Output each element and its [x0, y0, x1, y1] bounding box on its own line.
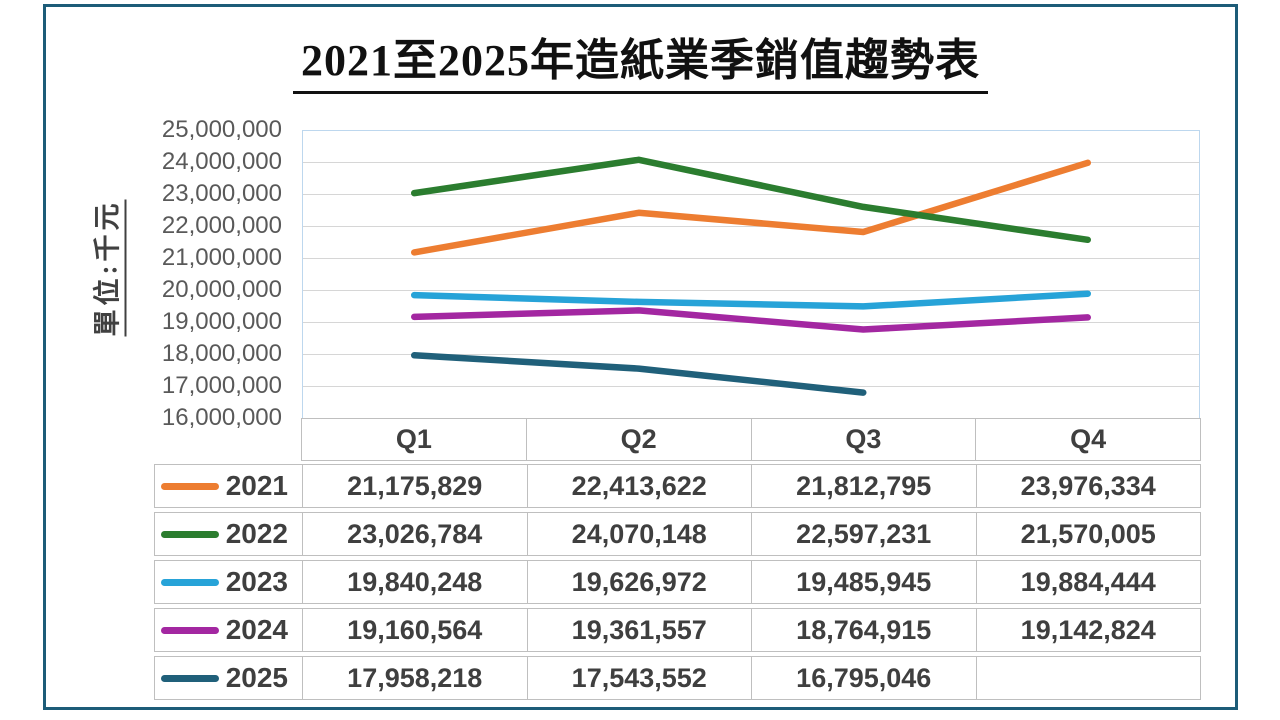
- y-tick-label: 17,000,000: [161, 372, 282, 399]
- table-row-2025: 2025 17,958,218 17,543,552 16,795,046: [154, 656, 1201, 700]
- legend-year-label: 2023: [225, 566, 288, 597]
- legend-key-2022: 2022: [155, 513, 302, 555]
- legend-line-swatch-2022: [160, 530, 219, 538]
- value-cell-2024-Q2: 19,361,557: [526, 609, 752, 651]
- series-line-2022: [411, 156, 1091, 244]
- value-cell-2023-Q4: 19,884,444: [975, 561, 1201, 603]
- value-cell-2023-Q3: 19,485,945: [751, 561, 976, 603]
- value-cell-2025-Q2: 17,543,552: [526, 657, 752, 699]
- series-line-2023: [411, 290, 1091, 310]
- legend-year-label: 2021: [225, 470, 288, 501]
- value-cell-2024-Q3: 18,764,915: [751, 609, 976, 651]
- value-cell-2021-Q3: 21,812,795: [751, 465, 976, 507]
- table-header-row: Q1 Q2 Q3 Q4: [301, 418, 1201, 461]
- value-cell-2021-Q1: 21,175,829: [302, 465, 527, 507]
- legend-year-label: 2024: [225, 614, 288, 645]
- value-cell-2024-Q4: 19,142,824: [975, 609, 1201, 651]
- table-row-2023: 2023 19,840,248 19,626,972 19,485,945 19,884…: [154, 560, 1201, 604]
- legend-line-swatch-2024: [160, 626, 219, 634]
- table-row-2021: 2021 21,175,829 22,413,622 21,812,795 23,976…: [154, 464, 1201, 508]
- y-tick-label: 24,000,000: [161, 148, 282, 175]
- column-header-Q1: Q1: [395, 424, 432, 454]
- value-cell-2022-Q1: 23,026,784: [302, 513, 527, 555]
- y-tick-label: 22,000,000: [161, 212, 282, 239]
- y-tick-label: 21,000,000: [161, 244, 282, 271]
- value-cell-2023-Q1: 19,840,248: [302, 561, 527, 603]
- column-header-Q4: Q4: [975, 419, 1200, 460]
- legend-key-2021: 2021: [155, 465, 302, 507]
- y-tick-label: 16,000,000: [161, 404, 282, 431]
- value-cell-2022-Q3: 22,597,231: [751, 513, 976, 555]
- chart-title: 2021至2025年造紙業季銷值趨勢表: [293, 24, 988, 94]
- column-header-Q3: Q3: [750, 419, 976, 460]
- line-chart-plot: [302, 130, 1200, 419]
- value-cell-2025-Q3: 16,795,046: [751, 657, 976, 699]
- series-line-2025: [411, 352, 867, 396]
- table-row-2024: 2024 19,160,564 19,361,557 18,764,915 19,142…: [154, 608, 1201, 652]
- legend-year-label: 2025: [225, 662, 288, 693]
- legend-year-label: 2022: [225, 518, 288, 549]
- value-cell-2025-Q1: 17,958,218: [302, 657, 527, 699]
- value-cell-2022-Q4: 21,570,005: [975, 513, 1201, 555]
- y-tick-label: 25,000,000: [161, 116, 282, 143]
- value-cell-2021-Q2: 22,413,622: [526, 465, 752, 507]
- y-tick-label: 19,000,000: [161, 308, 282, 335]
- value-cell-2021-Q4: 23,976,334: [975, 465, 1201, 507]
- series-line-2021: [411, 159, 1091, 256]
- y-tick-label: 20,000,000: [161, 276, 282, 303]
- title-area: 2021至2025年造紙業季銷值趨勢表: [46, 24, 1235, 94]
- value-cell-2022-Q2: 24,070,148: [526, 513, 752, 555]
- y-tick-label: 18,000,000: [161, 340, 282, 367]
- legend-key-2023: 2023: [155, 561, 302, 603]
- table-row-2022: 2022 23,026,784 24,070,148 22,597,231 21,570…: [154, 512, 1201, 556]
- legend-line-swatch-2025: [160, 674, 219, 682]
- value-cell-2025-Q4: [975, 657, 1201, 699]
- value-cell-2023-Q2: 19,626,972: [526, 561, 752, 603]
- value-cell-2024-Q1: 19,160,564: [302, 609, 527, 651]
- series-line-2024: [411, 307, 1091, 333]
- y-tick-label: 23,000,000: [161, 180, 282, 207]
- column-header-Q2: Q2: [525, 419, 751, 460]
- legend-line-swatch-2023: [160, 578, 219, 586]
- legend-line-swatch-2021: [160, 482, 219, 490]
- legend-key-2025: 2025: [155, 657, 302, 699]
- legend-key-2024: 2024: [155, 609, 302, 651]
